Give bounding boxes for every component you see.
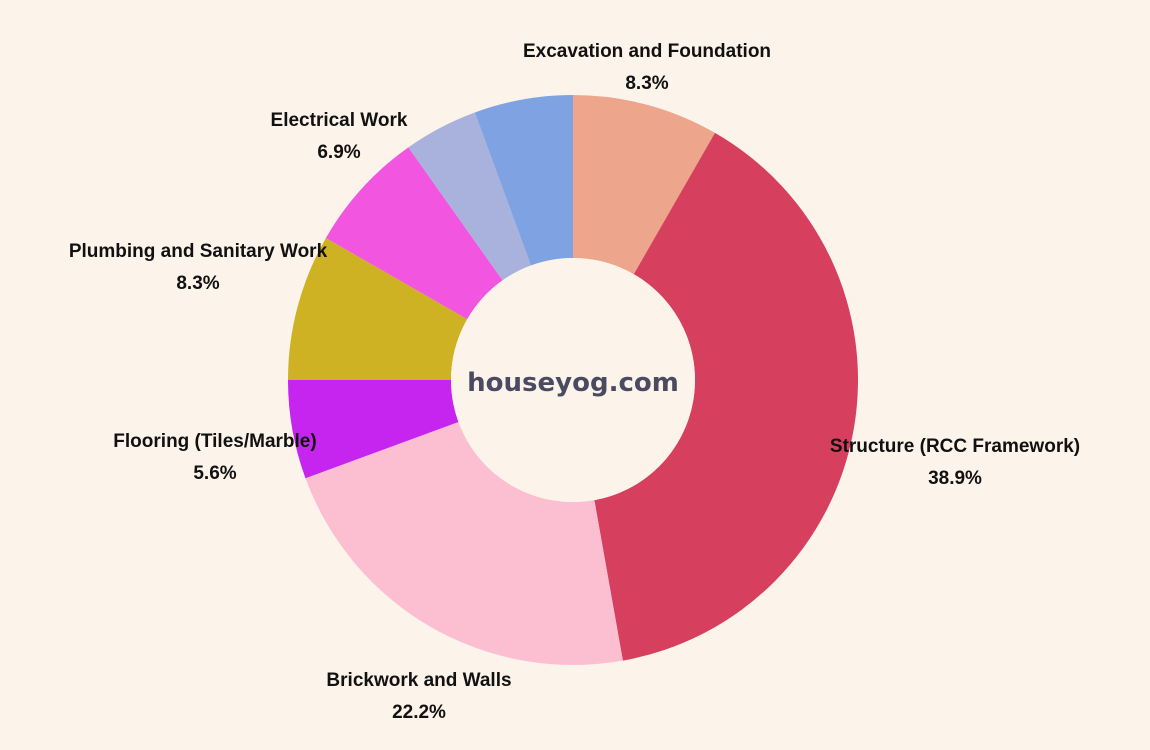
slice-2 — [305, 422, 623, 666]
slice-3 — [288, 380, 459, 479]
slice-label-5: Electrical Work — [271, 110, 408, 131]
slice-value-5: 6.9% — [317, 142, 360, 163]
slice-label-3: Flooring (Tiles/Marble) — [113, 431, 316, 452]
slices-group — [288, 95, 858, 666]
slice-value-1: 38.9% — [928, 468, 982, 489]
slice-label-2: Brickwork and Walls — [326, 670, 511, 691]
slice-value-2: 22.2% — [392, 702, 446, 723]
slice-5 — [325, 147, 503, 320]
center-watermark: houseyog.com — [467, 368, 679, 398]
slice-6 — [408, 112, 531, 281]
labels-group: Excavation and Foundation 8.3% Structure (… — [69, 41, 1080, 723]
slice-7 — [474, 95, 573, 266]
donut-hole — [451, 258, 695, 502]
slice-value-4: 8.3% — [176, 273, 219, 294]
slice-1 — [594, 132, 858, 661]
slice-label-4: Plumbing and Sanitary Work — [69, 241, 328, 262]
slice-label-0: Excavation and Foundation — [523, 41, 771, 62]
slice-value-3: 5.6% — [193, 463, 236, 484]
slice-4 — [288, 238, 468, 380]
slice-value-0: 8.3% — [625, 73, 668, 94]
slice-0 — [573, 95, 715, 275]
slice-label-1: Structure (RCC Framework) — [830, 436, 1080, 457]
